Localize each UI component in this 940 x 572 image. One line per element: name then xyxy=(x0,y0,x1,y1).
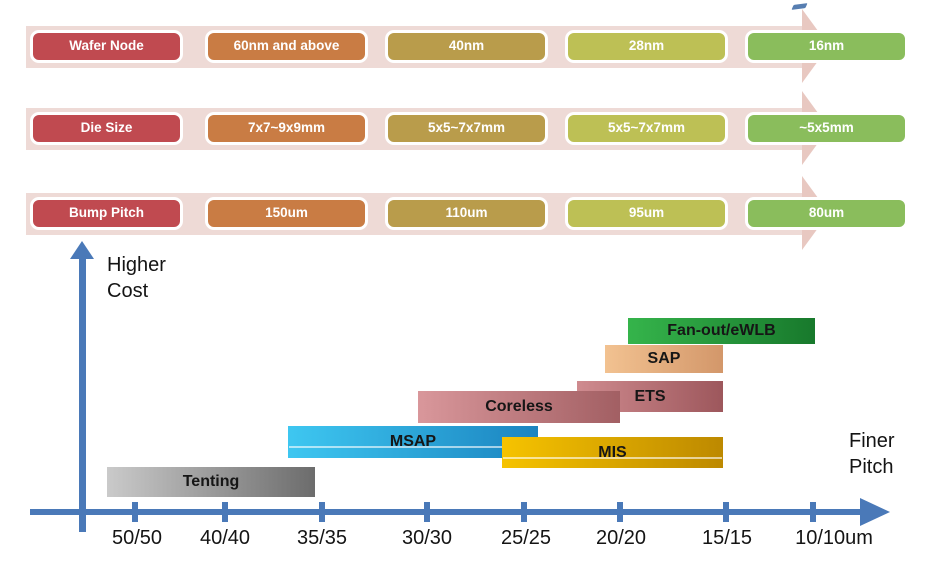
die-size-cell-3: 5x5~7x7mm xyxy=(565,112,728,145)
bar-sap: SAP xyxy=(605,345,723,373)
die-size-cell-2: 5x5~7x7mm xyxy=(385,112,548,145)
x-tick xyxy=(810,502,816,522)
x-tick-label: 20/20 xyxy=(595,527,647,549)
x-tick-label: 15/15 xyxy=(701,527,753,549)
x-axis-line xyxy=(30,509,862,515)
row-header-die-size: Die Size xyxy=(30,112,183,145)
y-axis-title: Higher Cost xyxy=(107,254,166,302)
row-header-wafer-node: Wafer Node xyxy=(30,30,183,63)
x-tick-label: 10/10um xyxy=(795,527,873,549)
bar-tenting: Tenting xyxy=(107,467,315,497)
row-header-bump-pitch: Bump Pitch xyxy=(30,197,183,230)
x-tick xyxy=(521,502,527,522)
bar-mis: MIS xyxy=(502,437,723,468)
bump-pitch-cell-80um: 80um xyxy=(745,197,908,230)
x-tick-label: 40/40 xyxy=(199,527,251,549)
bump-pitch-cell-110um: 110um xyxy=(385,197,548,230)
x-tick xyxy=(617,502,623,522)
x-tick xyxy=(424,502,430,522)
x-axis-arrow-icon xyxy=(860,498,890,526)
bump-pitch-cell-150um: 150um xyxy=(205,197,368,230)
x-tick-label: 50/50 xyxy=(111,527,163,549)
wafer-node-cell-40nm: 40nm xyxy=(385,30,548,63)
die-size-cell-4: ~5x5mm xyxy=(745,112,908,145)
x-tick-label: 25/25 xyxy=(500,527,552,549)
die-size-cell-1: 7x7~9x9mm xyxy=(205,112,368,145)
x-tick xyxy=(723,502,729,522)
bar-fanout-ewlb: Fan-out/eWLB xyxy=(628,318,815,344)
y-axis-line xyxy=(79,253,86,532)
bump-pitch-cell-95um: 95um xyxy=(565,197,728,230)
wafer-node-cell-16nm: 16nm xyxy=(745,30,908,63)
x-tick xyxy=(222,502,228,522)
x-tick-label: 30/30 xyxy=(401,527,453,549)
y-axis-arrow-icon xyxy=(70,241,94,259)
x-tick xyxy=(132,502,138,522)
wafer-node-cell-60nm: 60nm and above xyxy=(205,30,368,63)
wafer-node-cell-28nm: 28nm xyxy=(565,30,728,63)
x-tick-label: 35/35 xyxy=(296,527,348,549)
x-tick xyxy=(319,502,325,522)
bar-msap: MSAP xyxy=(288,426,538,458)
bar-coreless: Coreless xyxy=(418,391,620,423)
x-axis-title: Finer Pitch xyxy=(849,430,895,478)
